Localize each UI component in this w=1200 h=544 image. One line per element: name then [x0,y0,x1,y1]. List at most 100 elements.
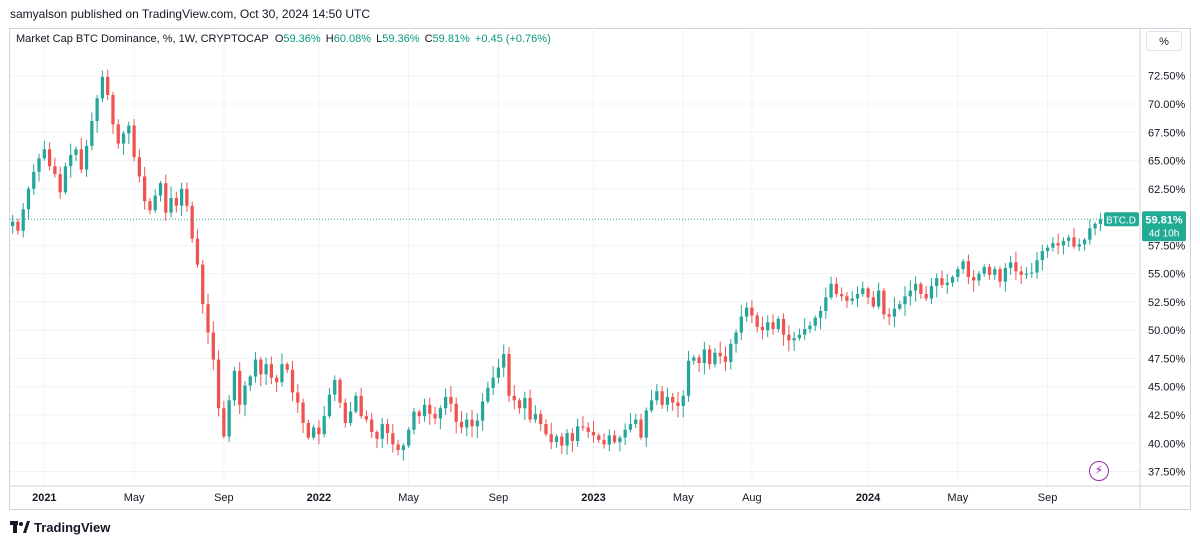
candle-body [190,205,194,239]
candle-body [491,377,495,388]
candle-body [42,149,46,159]
legend-open-value: 59.36% [283,33,321,45]
candle-body [238,370,242,405]
candle-body [623,429,627,438]
candle-body [285,364,289,370]
candle-body [840,294,844,297]
candle-body [1019,271,1023,275]
candle-body [296,392,300,403]
candle-body [322,416,326,435]
candle-body [502,353,506,368]
candle-body [834,283,839,295]
candle-body [586,427,590,432]
candle-body [1014,262,1018,272]
candle-body [90,120,94,146]
candle-body [713,352,717,365]
candle-body [486,387,490,402]
candle-body [1035,260,1039,273]
candle-body [137,157,142,177]
candle-body [993,269,997,275]
price-tag-countdown: 4d 10h [1149,228,1180,239]
candle-body [338,379,342,403]
candle-body [512,395,516,401]
candle-body [576,426,580,442]
candle-body [391,433,395,445]
percent-scale-button[interactable]: % [1146,31,1182,51]
candle-body [766,322,770,331]
candle-body [216,359,221,409]
candle-body [808,325,812,330]
y-tick-label: 70.00% [1148,99,1186,111]
candle-body [343,402,347,423]
candle-body [681,395,685,406]
candle-body [58,174,62,193]
candle-body [539,413,543,425]
candle-body [876,290,881,307]
x-tick-label: 2022 [307,492,331,504]
candle-body [169,197,173,213]
legend-low-value: 59.36% [382,33,420,45]
candle-body [998,269,1002,282]
candle-body [121,133,126,144]
y-tick-label: 62.50% [1148,184,1186,196]
candle-body [1077,244,1081,247]
candle-body [882,290,886,315]
candle-body [982,266,986,274]
candle-body [401,445,406,451]
candle-body [549,434,553,443]
candle-body [211,332,215,360]
candle-body [1056,243,1060,246]
candle-body [1067,237,1071,241]
candle-body [655,391,659,401]
candle-body [359,395,363,417]
candle-body [280,364,284,383]
candle-body [179,188,184,206]
candle-body [913,283,918,291]
y-tick-label: 72.50% [1148,71,1186,83]
candle-body [1051,243,1055,248]
candle-body [686,360,691,396]
candle-body [554,436,559,443]
candle-body [1030,272,1034,274]
x-tick-label: May [124,492,145,504]
candle-body [871,297,875,307]
candle-body [248,376,252,386]
candle-body [201,264,205,305]
candle-body [929,286,934,299]
candle-body [79,149,83,170]
x-tick-label: May [947,492,968,504]
candle-body [803,329,807,335]
candle-body [74,149,78,155]
x-tick-label: Sep [489,492,509,504]
x-tick-label: Aug [742,492,762,504]
candle-body [945,282,949,285]
candle-body [565,433,569,446]
legend-close-value: 59.81% [432,33,470,45]
candle-body [1008,262,1013,268]
candle-body [544,424,548,435]
candle-body [644,410,648,438]
chart-frame [9,28,1191,510]
candle-body [861,288,865,295]
candle-body [11,221,15,227]
candle-body [438,408,442,419]
candle-body [892,308,897,317]
candle-body [919,283,923,295]
candle-body [755,315,759,327]
candle-body [433,413,437,419]
candle-body [317,427,321,435]
candle-body [771,322,775,330]
candle-body [760,326,765,331]
y-tick-label: 50.00% [1148,325,1186,337]
candle-body [1072,237,1076,247]
candle-body [364,416,369,420]
flash-icon[interactable]: ⚡ [1089,461,1109,481]
candle-body [174,197,178,206]
y-tick-label: 57.50% [1148,240,1186,252]
candle-body [744,307,749,317]
y-tick-label: 37.50% [1148,467,1186,479]
candle-body [253,359,258,377]
candle-body [454,403,458,422]
candle-body [940,278,944,285]
